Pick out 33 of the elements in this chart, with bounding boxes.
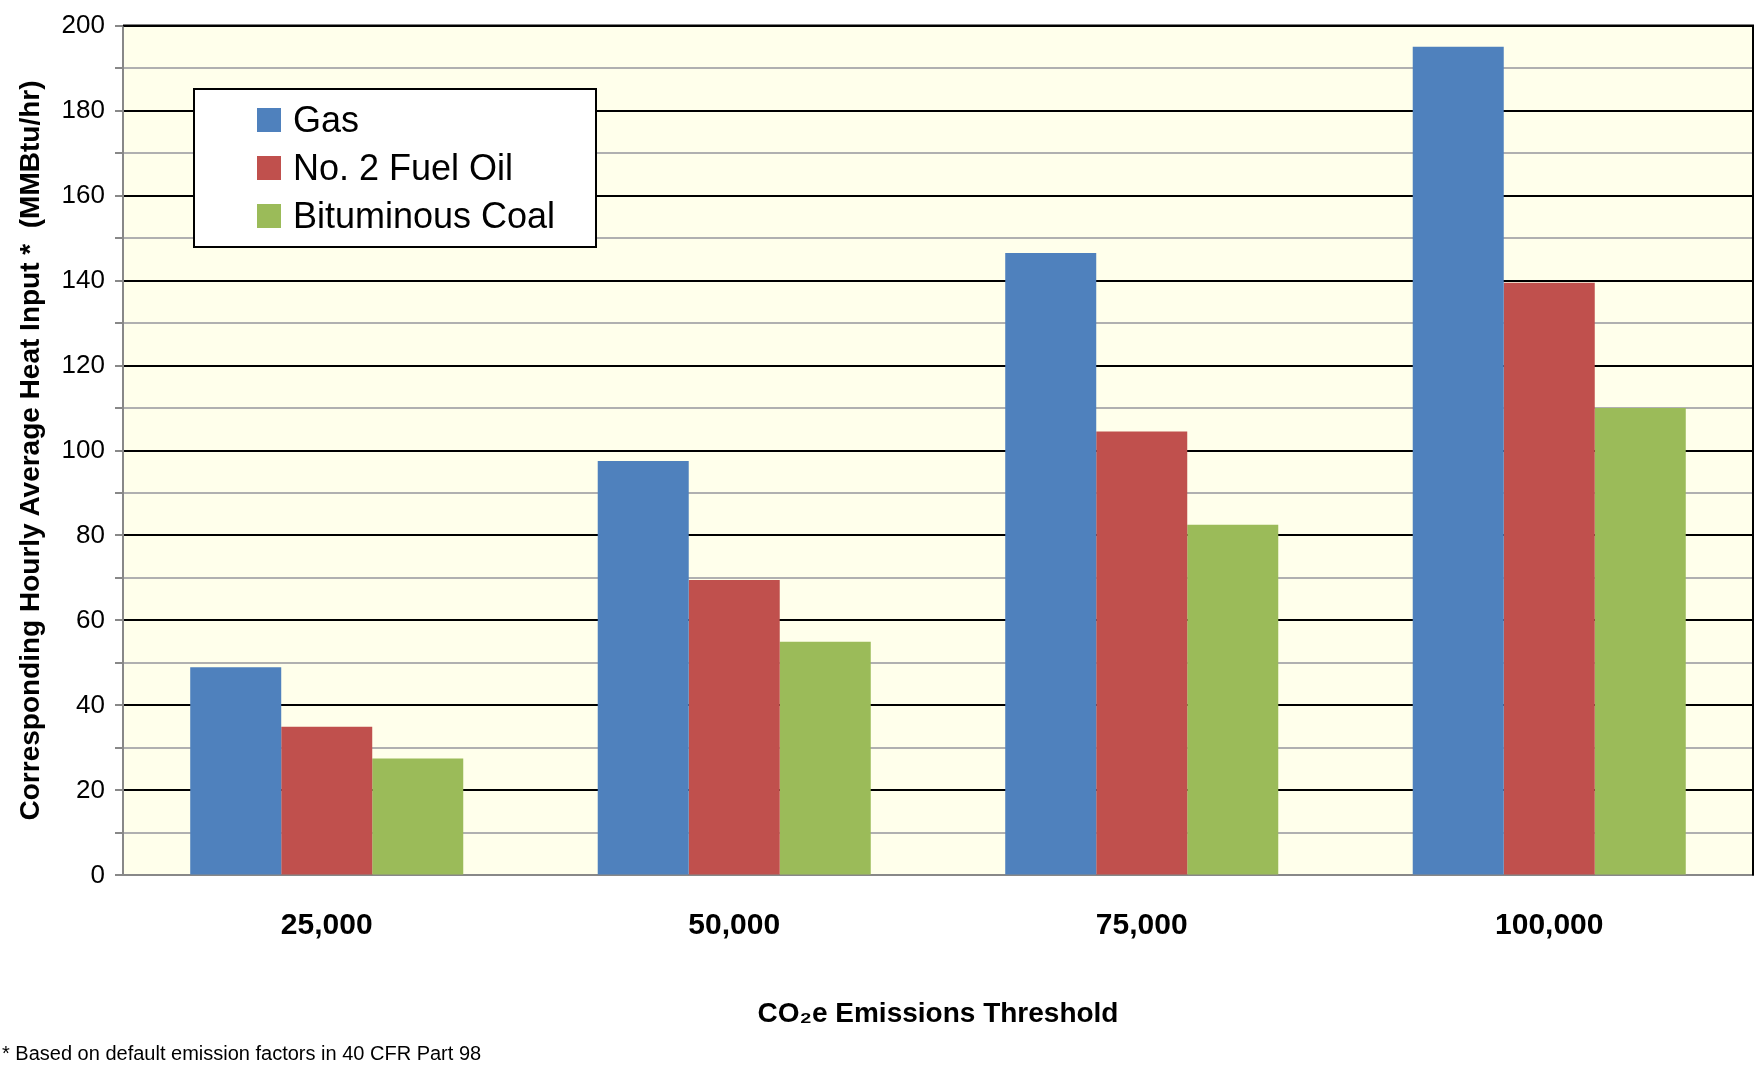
bar — [281, 726, 373, 875]
x-tick-label: 25,000 — [280, 906, 373, 940]
bar — [1005, 252, 1097, 875]
y-tick-label: 40 — [76, 688, 105, 719]
legend-label: No. 2 Fuel Oil — [292, 145, 514, 190]
x-tick-label: 100,000 — [1495, 906, 1604, 940]
y-tick-label: 0 — [90, 858, 105, 889]
y-tick-label: 20 — [76, 773, 105, 804]
y-tick-label: 180 — [61, 93, 105, 124]
x-tick-label: 75,000 — [1095, 906, 1188, 940]
x-tick-label: 50,000 — [688, 906, 781, 940]
y-tick-label: 60 — [76, 603, 105, 634]
bar — [1412, 46, 1504, 875]
bar — [1503, 282, 1595, 875]
legend-label: Gas — [292, 97, 359, 142]
y-tick-label: 120 — [61, 348, 105, 379]
bar — [1594, 408, 1686, 875]
y-tick-label: 80 — [76, 518, 105, 549]
bar — [372, 758, 464, 875]
y-tick-label: 160 — [61, 178, 105, 209]
x-axis-title: CO₂e Emissions Threshold — [757, 996, 1119, 1028]
bar — [1187, 524, 1279, 875]
y-tick-label: 140 — [61, 263, 105, 294]
bar — [688, 580, 780, 875]
y-axis-title: Corresponding Hourly Average Heat Input * (MMBtu/hr) — [13, 80, 45, 821]
bar — [1096, 431, 1188, 875]
bar — [190, 667, 282, 875]
y-tick-label: 200 — [61, 8, 105, 39]
bar — [597, 461, 689, 875]
text: * Based on default emission factors in 40 CFR Part 98 — [2, 1042, 482, 1065]
bar — [779, 641, 871, 875]
y-tick-label: 100 — [61, 433, 105, 464]
legend-label: Bituminous Coal — [292, 193, 556, 238]
